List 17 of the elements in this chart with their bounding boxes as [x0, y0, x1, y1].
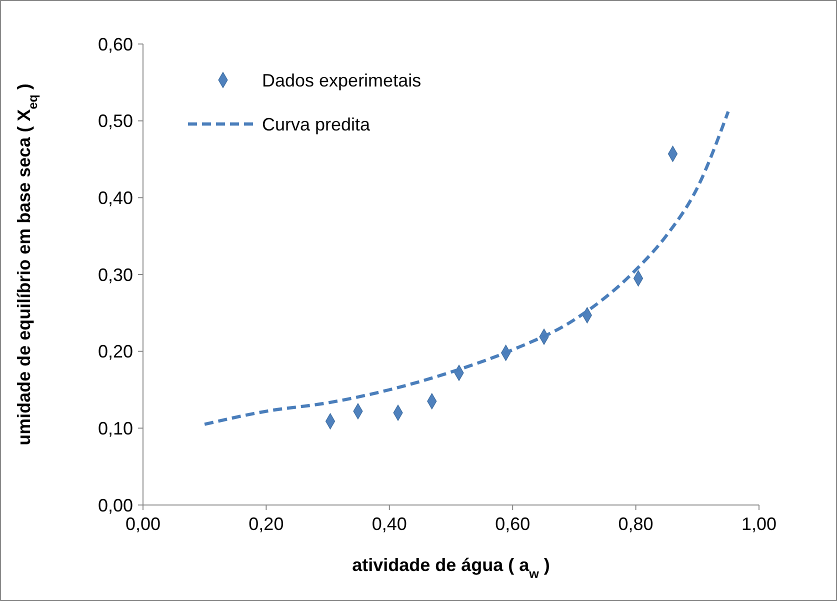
x-axis-title: atividade de água ( a$_{w}$ ) — [352, 555, 550, 581]
x-tick-label: 0,80 — [618, 514, 654, 534]
y-tick-label: 0,10 — [98, 418, 133, 438]
y-tick-label: 0,60 — [98, 34, 133, 54]
line-series — [203, 110, 730, 426]
x-tick-label: 0,40 — [372, 514, 407, 534]
y-tick-label: 0,50 — [98, 111, 133, 132]
x-tick-label: 0,20 — [248, 514, 284, 534]
y-tick-label: 0,00 — [98, 495, 133, 516]
legend-label: Curva predita — [262, 114, 372, 134]
y-tick-label: 0,20 — [98, 342, 133, 362]
x-tick-label: 0,60 — [495, 514, 530, 534]
x-tick-label: 1,00 — [741, 514, 777, 534]
y-tick-label: 0,40 — [98, 188, 133, 208]
y-tick-label: 0,30 — [98, 264, 133, 285]
x-tick-label: 0,00 — [125, 514, 161, 534]
legend-label: Dados experimetais — [262, 70, 422, 90]
